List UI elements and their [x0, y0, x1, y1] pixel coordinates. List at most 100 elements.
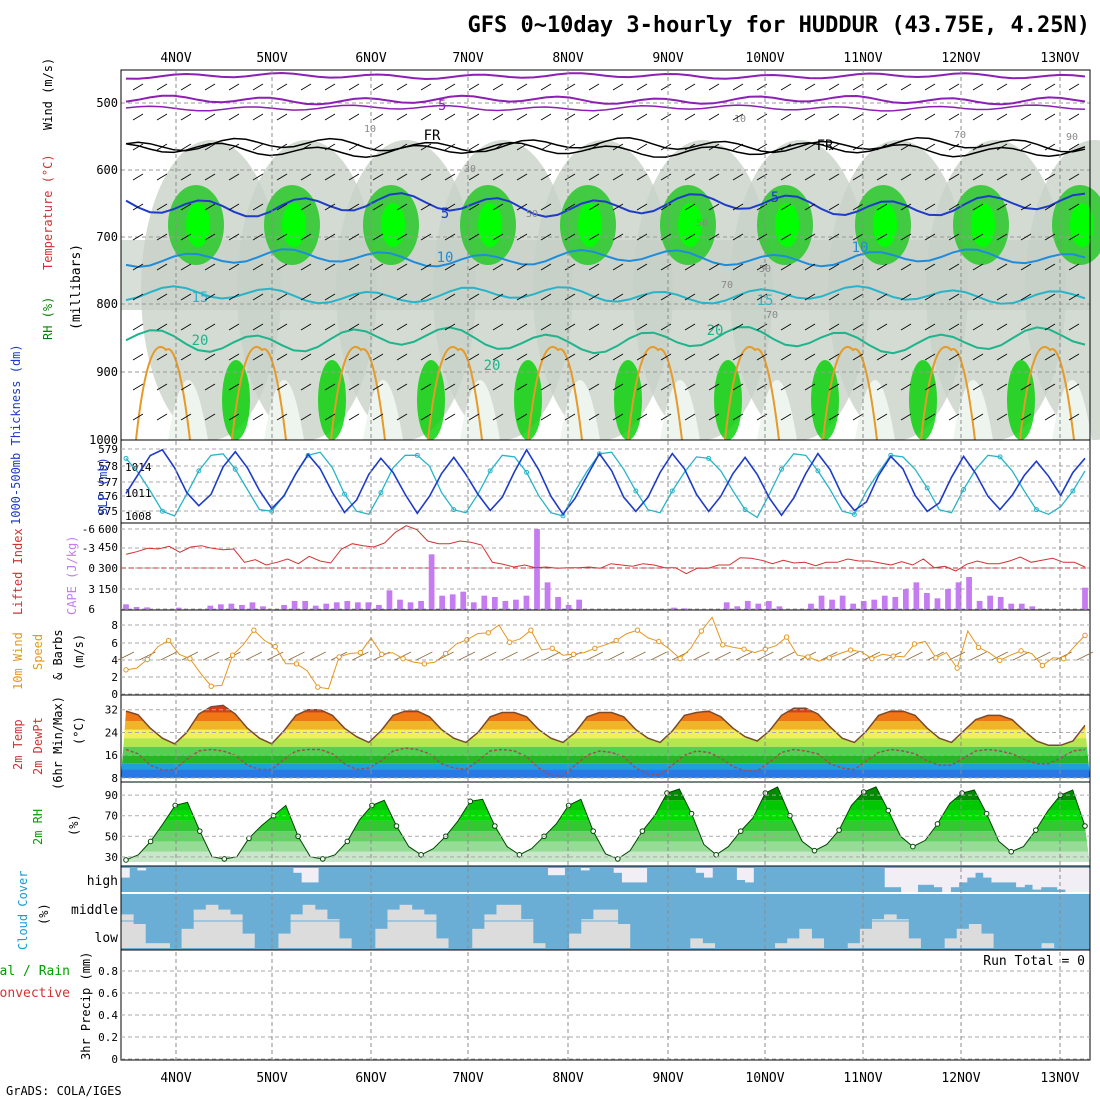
wind-barb — [324, 233, 336, 241]
precip-tick: 0.2 — [98, 1031, 118, 1044]
wind-barb — [468, 353, 480, 361]
low-cloud-gap — [399, 904, 413, 948]
low-cloud-gap — [617, 924, 631, 948]
wind-barb — [996, 293, 1008, 301]
wind-barb — [228, 353, 240, 361]
day-label-bottom: 6NOV — [355, 1071, 386, 1086]
wind-barb — [444, 383, 456, 391]
cape-bar — [491, 597, 498, 609]
wind-tick: 4 — [111, 654, 118, 667]
temp-band — [121, 769, 1090, 778]
low-cloud-gap — [375, 928, 388, 948]
wind-barb — [1068, 233, 1080, 241]
wind-speed-point — [506, 639, 513, 645]
li-tick: 3 — [88, 583, 95, 596]
rh-point — [369, 802, 375, 809]
temp-contour-5 — [125, 192, 1086, 218]
rh-point — [639, 828, 646, 834]
wind-barb — [780, 263, 792, 271]
high-cloud-gap — [991, 868, 1001, 883]
footer-credit: GrADS: COLA/IGES — [6, 1084, 122, 1098]
wind-speed-point — [1060, 655, 1067, 662]
wind-barb — [732, 383, 744, 391]
temp-contour-25 — [135, 345, 191, 441]
wind-barb — [444, 323, 456, 331]
wind-barb — [1068, 263, 1080, 271]
wind-barb — [266, 651, 284, 661]
wind-barb — [492, 383, 504, 391]
wind-barb — [1044, 383, 1056, 391]
wind-barb — [252, 323, 264, 331]
cape-tick: 300 — [98, 562, 118, 575]
cape-bar — [723, 602, 730, 609]
contour-label: FR — [817, 138, 834, 154]
wind-barb — [204, 353, 216, 361]
contour-label: 10 — [364, 124, 376, 135]
wind-barb — [924, 413, 936, 421]
high-cloud-gap — [958, 868, 968, 883]
wind-barb — [1044, 413, 1056, 421]
wind-barb — [612, 173, 624, 181]
dry-column — [168, 380, 208, 440]
wind-barb — [996, 173, 1008, 181]
wind-barb — [420, 83, 432, 91]
wind-barb — [540, 353, 552, 361]
cape-bar — [175, 607, 182, 609]
rh-high-area — [282, 203, 306, 247]
wind-barb — [444, 203, 456, 211]
precip-tick: 0.8 — [98, 965, 118, 978]
cape-tick: 600 — [98, 523, 118, 536]
wind-barb — [996, 143, 1008, 151]
wind-speed-point — [869, 655, 875, 662]
wind-barb — [180, 143, 192, 151]
cape-bar — [397, 599, 403, 609]
cape-bar — [217, 604, 224, 609]
day-label-top: 8NOV — [552, 51, 583, 66]
thickness-point — [779, 466, 785, 472]
wind-barb — [948, 203, 960, 211]
wind-barb — [660, 203, 672, 211]
wind-barb — [732, 83, 744, 91]
wind-barb — [1044, 353, 1056, 361]
rh-point — [344, 838, 351, 845]
rh-point — [590, 828, 597, 834]
wind-speed-point — [1039, 662, 1046, 669]
cape-bar — [681, 608, 688, 609]
rh-point — [1082, 823, 1088, 829]
wind-barb — [780, 83, 792, 91]
wind-barb — [564, 293, 576, 301]
cape-bar — [555, 597, 561, 609]
high-cloud-gap — [309, 868, 319, 883]
temp-band — [121, 738, 1090, 747]
wind-barb — [132, 383, 144, 391]
rh-low-area — [714, 360, 742, 440]
wind-barb — [468, 143, 480, 151]
thickness-point — [1070, 488, 1076, 494]
rh-point — [811, 847, 818, 854]
wind-barb — [1020, 233, 1032, 241]
wind-barb — [636, 173, 648, 181]
wind-barb — [756, 263, 768, 271]
thickness-point — [997, 454, 1003, 460]
wind-barb — [972, 323, 984, 331]
rh-tick: 30 — [105, 851, 118, 864]
wind-barb — [708, 353, 720, 361]
wind-barb — [948, 83, 960, 91]
wind-barb — [516, 83, 528, 91]
wind-barb — [636, 83, 648, 91]
wind-barb — [420, 293, 432, 301]
wind-barb — [906, 651, 923, 661]
high-cloud-gap — [1057, 868, 1066, 890]
wind-barb — [516, 143, 528, 151]
cape-tick: 450 — [98, 541, 118, 554]
low-cloud-gap — [811, 938, 825, 948]
high-cloud-gap — [745, 868, 754, 883]
temp-contour-25 — [724, 345, 780, 441]
low-cloud-gap — [133, 924, 146, 948]
wind-barb — [948, 651, 966, 661]
wind-barb — [348, 263, 360, 271]
low-cloud-gap — [484, 914, 497, 948]
wind-barb — [732, 413, 744, 421]
wind-speed-point — [826, 655, 832, 661]
wind-barb — [612, 413, 624, 421]
